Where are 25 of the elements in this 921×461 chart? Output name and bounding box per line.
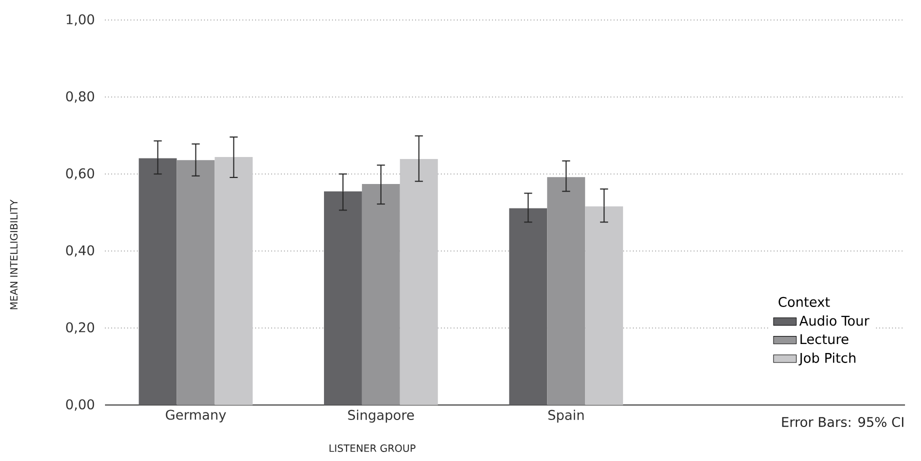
legend-label: Job Pitch <box>798 352 856 366</box>
bar <box>509 208 548 405</box>
bar <box>362 184 400 405</box>
bar <box>214 157 253 405</box>
bar <box>585 206 624 405</box>
y-tick-label: 1,00 <box>66 14 94 26</box>
bar <box>138 158 177 405</box>
y-axis-title: MEAN INTELLIGIBILITY <box>10 200 18 310</box>
legend-label: Lecture <box>800 334 848 344</box>
legend-label: Audio Tour <box>799 315 870 326</box>
bar <box>400 158 438 405</box>
bar <box>176 160 215 405</box>
text: Error Bars: 95% CI <box>782 416 904 428</box>
x-tick-label: Spain <box>548 410 584 423</box>
y-tick-label: 0,60 <box>66 168 94 180</box>
bar <box>324 191 362 405</box>
x-tick-label: Germany <box>166 410 226 422</box>
x-tick-label: Singapore <box>348 410 414 423</box>
legend-title: Context <box>778 296 830 307</box>
y-tick-label: 0,20 <box>66 322 94 334</box>
y-tick-label: 0,00 <box>66 399 94 411</box>
x-axis-title: LISTENER GROUP <box>330 444 416 452</box>
y-tick-label: 0,80 <box>66 91 94 103</box>
y-tick-label: 0,40 <box>66 245 94 257</box>
bar <box>547 177 586 405</box>
